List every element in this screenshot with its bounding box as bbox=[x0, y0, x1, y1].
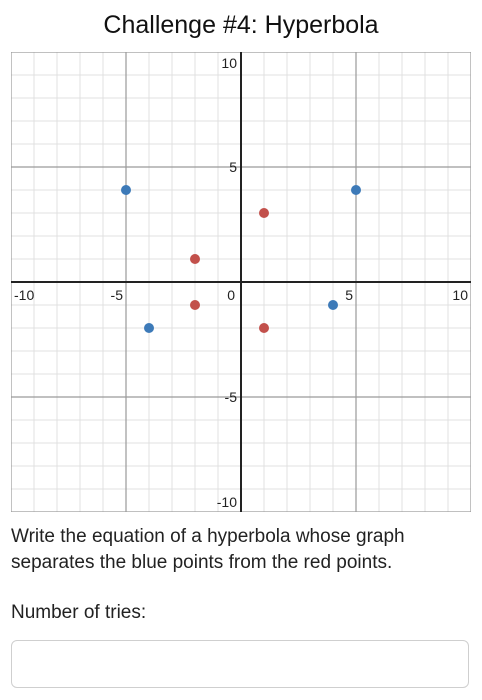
blue-point bbox=[351, 185, 361, 195]
red-point bbox=[259, 208, 269, 218]
y-tick-label: 10 bbox=[221, 55, 237, 71]
blue-point bbox=[328, 300, 338, 310]
x-tick-label: 5 bbox=[345, 287, 353, 303]
x-tick-label: -5 bbox=[111, 287, 124, 303]
x-tick-label: -10 bbox=[14, 287, 34, 303]
graph-area[interactable]: -10 -5 0 5 10 -10 -5 5 10 bbox=[10, 51, 472, 513]
red-point bbox=[259, 323, 269, 333]
y-tick-label: -5 bbox=[225, 389, 238, 405]
y-tick-label: -10 bbox=[217, 494, 237, 510]
blue-point bbox=[121, 185, 131, 195]
x-tick-label: 0 bbox=[227, 287, 235, 303]
page-title: Challenge #4: Hyperbola bbox=[103, 11, 379, 39]
x-tick-label: 10 bbox=[452, 287, 468, 303]
coordinate-plane[interactable]: -10 -5 0 5 10 -10 -5 5 10 bbox=[10, 51, 472, 513]
tries-label: Number of tries: bbox=[11, 602, 147, 623]
instructions-text: Write the equation of a hyperbola whose … bbox=[11, 526, 405, 573]
y-tick-label: 5 bbox=[229, 159, 237, 175]
red-point bbox=[190, 300, 200, 310]
blue-point bbox=[144, 323, 154, 333]
tries-input[interactable] bbox=[11, 640, 469, 688]
red-point bbox=[190, 254, 200, 264]
